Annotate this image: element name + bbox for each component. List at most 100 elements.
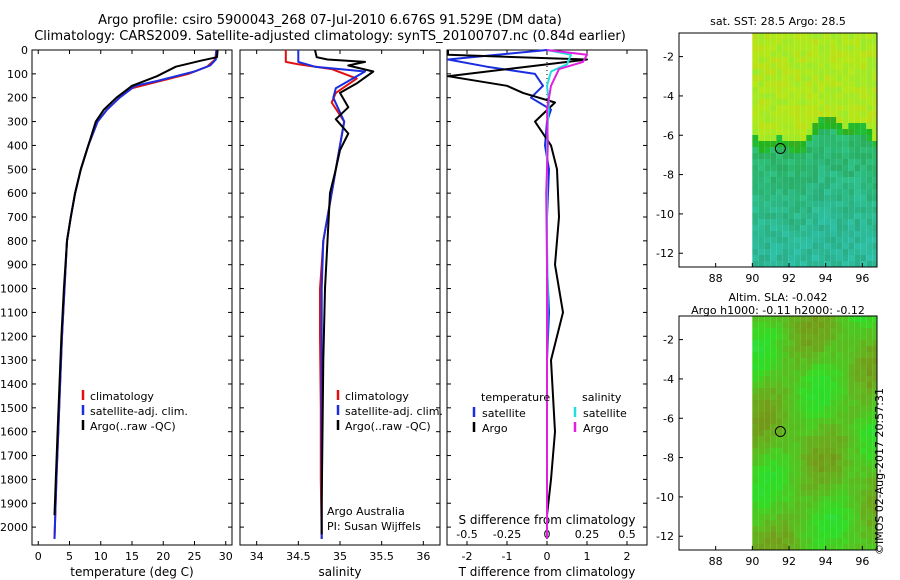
heatmap-cell-sla-map xyxy=(788,370,795,376)
heatmap-cell-sst-map xyxy=(866,117,873,123)
heatmap-cell-sst-map xyxy=(806,123,813,129)
heatmap-cell-sla-map xyxy=(752,490,759,496)
heatmap-cell-sst-map xyxy=(836,75,843,81)
heatmap-cell-sst-map xyxy=(776,237,783,243)
heatmap-cell-sla-map xyxy=(818,460,825,466)
heatmap-cell-sla-map xyxy=(812,358,819,364)
heatmap-cell-sla-map xyxy=(860,448,867,454)
map-y-tick-label: -4 xyxy=(663,373,674,386)
heatmap-cell-sla-map xyxy=(812,322,819,328)
heatmap-cell-sla-map xyxy=(836,514,843,520)
heatmap-cell-sst-map xyxy=(872,189,877,195)
heatmap-cell-sla-map xyxy=(812,418,819,424)
heatmap-cell-sst-map xyxy=(866,237,873,243)
heatmap-cell-sst-map xyxy=(866,249,873,255)
heatmap-cell-sst-map xyxy=(848,219,855,225)
heatmap-cell-sla-map xyxy=(806,448,813,454)
heatmap-cell-sla-map xyxy=(860,382,867,388)
heatmap-cell-sst-map xyxy=(836,33,843,39)
heatmap-cell-sla-map xyxy=(872,376,877,382)
heatmap-cell-sst-map xyxy=(848,93,855,99)
map-y-tick-label: -2 xyxy=(663,334,674,347)
heatmap-cell-sst-map xyxy=(824,219,831,225)
heatmap-cell-sst-map xyxy=(824,165,831,171)
heatmap-cell-sst-map xyxy=(854,231,861,237)
heatmap-cell-sst-map xyxy=(854,45,861,51)
heatmap-cell-sst-map xyxy=(758,219,765,225)
heatmap-cell-sla-map xyxy=(782,370,789,376)
heatmap-cell-sla-map xyxy=(842,418,849,424)
x-axis-label-difference: T difference from climatology xyxy=(458,565,636,579)
heatmap-cell-sla-map xyxy=(788,346,795,352)
heatmap-cell-sla-map xyxy=(830,472,837,478)
heatmap-cell-sst-map xyxy=(806,111,813,117)
y-tick-label: 100 xyxy=(7,68,28,81)
heatmap-cell-sst-map xyxy=(854,135,861,141)
heatmap-cell-sla-map xyxy=(866,328,873,334)
heatmap-cell-sst-map xyxy=(830,63,837,69)
y-tick-label: 1800 xyxy=(0,473,28,486)
heatmap-cell-sst-map xyxy=(812,249,819,255)
heatmap-cell-sst-map xyxy=(752,183,759,189)
heatmap-cell-sst-map xyxy=(770,63,777,69)
heatmap-cell-sla-map xyxy=(758,316,765,322)
heatmap-cell-sst-map xyxy=(818,123,825,129)
heatmap-cell-sst-map xyxy=(758,87,765,93)
heatmap-cell-sst-map xyxy=(758,249,765,255)
heatmap-cell-sla-map xyxy=(860,334,867,340)
heatmap-cell-sst-map xyxy=(782,165,789,171)
heatmap-cell-sla-map xyxy=(776,370,783,376)
heatmap-cell-sst-map xyxy=(806,195,813,201)
heatmap-cell-sla-map xyxy=(848,370,855,376)
heatmap-cell-sst-map xyxy=(782,117,789,123)
heatmap-cell-sla-map xyxy=(800,544,807,550)
heatmap-cell-sst-map xyxy=(866,177,873,183)
heatmap-cell-sla-map xyxy=(794,472,801,478)
heatmap-cell-sla-map xyxy=(872,388,877,394)
heatmap-cell-sst-map xyxy=(800,255,807,261)
heatmap-cell-sla-map xyxy=(788,364,795,370)
heatmap-cell-sla-map xyxy=(758,424,765,430)
legend-label-temperature: climatology xyxy=(90,390,154,403)
heatmap-cell-sst-map xyxy=(770,183,777,189)
heatmap-cell-sst-map xyxy=(788,165,795,171)
heatmap-cell-sla-map xyxy=(836,376,843,382)
heatmap-cell-sla-map xyxy=(764,376,771,382)
heatmap-cell-sst-map xyxy=(830,147,837,153)
heatmap-cell-sst-map xyxy=(872,123,877,129)
heatmap-cell-sla-map xyxy=(830,370,837,376)
heatmap-cell-sla-map xyxy=(872,466,877,472)
heatmap-cell-sla-map xyxy=(830,382,837,388)
heatmap-cell-sst-map xyxy=(860,33,867,39)
heatmap-cell-sst-map xyxy=(848,195,855,201)
heatmap-cell-sla-map xyxy=(812,478,819,484)
heatmap-cell-sla-map xyxy=(860,412,867,418)
heatmap-cell-sla-map xyxy=(788,340,795,346)
heatmap-cell-sla-map xyxy=(782,412,789,418)
heatmap-cell-sla-map xyxy=(806,346,813,352)
heatmap-cell-sla-map xyxy=(782,478,789,484)
x-tick-label-temperature: 15 xyxy=(125,550,139,563)
heatmap-cell-sst-map xyxy=(866,147,873,153)
heatmap-cell-sla-map xyxy=(842,376,849,382)
heatmap-cell-sst-map xyxy=(860,117,867,123)
heatmap-cell-sst-map xyxy=(800,99,807,105)
heatmap-cell-sst-map xyxy=(800,33,807,39)
heatmap-cell-sla-map xyxy=(872,382,877,388)
heatmap-cell-sla-map xyxy=(860,424,867,430)
heatmap-cell-sst-map xyxy=(818,255,825,261)
heatmap-cell-sst-map xyxy=(824,117,831,123)
heatmap-cell-sst-map xyxy=(854,69,861,75)
heatmap-cell-sla-map xyxy=(836,502,843,508)
heatmap-cell-sst-map xyxy=(830,225,837,231)
heatmap-cell-sst-map xyxy=(830,69,837,75)
heatmap-cell-sla-map xyxy=(806,382,813,388)
heatmap-cell-sst-map xyxy=(854,201,861,207)
heatmap-cell-sla-map xyxy=(872,400,877,406)
heatmap-cell-sla-map xyxy=(770,340,777,346)
heatmap-cell-sst-map xyxy=(848,117,855,123)
heatmap-cell-sla-map xyxy=(788,424,795,430)
heatmap-cell-sst-map xyxy=(794,69,801,75)
heatmap-cell-sst-map xyxy=(776,195,783,201)
heatmap-cell-sla-map xyxy=(800,406,807,412)
